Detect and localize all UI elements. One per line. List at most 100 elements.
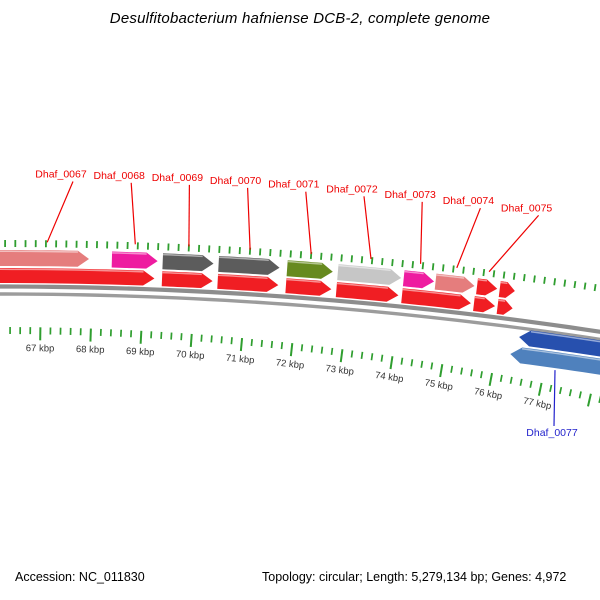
gene-leader-line bbox=[488, 215, 540, 273]
ruler-label: 71 kbp bbox=[225, 353, 254, 367]
ruler-minor-tick bbox=[380, 354, 384, 362]
outer-scale-tick bbox=[330, 253, 333, 261]
gene-arrow bbox=[111, 251, 158, 269]
gene-arrow-highlight bbox=[112, 252, 147, 255]
gene-leader-line bbox=[247, 187, 251, 250]
ruler-major-tick bbox=[439, 364, 444, 378]
red-ring-arrow bbox=[473, 296, 496, 313]
outer-scale-tick bbox=[512, 272, 516, 280]
outer-scale-tick bbox=[441, 264, 445, 272]
gene-arrow-highlight bbox=[218, 256, 269, 262]
ruler-minor-tick bbox=[559, 386, 563, 395]
ruler-minor-tick bbox=[260, 339, 264, 348]
outer-scale-tick bbox=[370, 257, 374, 265]
gene-arrow bbox=[286, 260, 333, 279]
gene-arrow-highlight bbox=[338, 264, 391, 272]
red-ring-arrow bbox=[335, 282, 399, 302]
ruler-label: 69 kbp bbox=[126, 346, 155, 359]
outer-scale-tick bbox=[573, 280, 577, 289]
ruler-minor-tick bbox=[420, 360, 424, 368]
ruler-minor-tick bbox=[220, 336, 223, 344]
outer-scale-tick bbox=[543, 276, 546, 284]
outer-scale-tick bbox=[421, 262, 425, 270]
ruler-minor-tick bbox=[330, 347, 334, 355]
ruler-minor-tick bbox=[529, 380, 533, 388]
gene-arrow-highlight bbox=[162, 253, 203, 258]
ruler-minor-tick bbox=[568, 389, 573, 397]
ruler-minor-tick bbox=[280, 341, 284, 350]
ruler-major-tick bbox=[189, 333, 193, 347]
gene-arrow-highlight bbox=[500, 281, 508, 285]
red-ring-arrow-highlight bbox=[336, 282, 389, 289]
red-ring-arrow-highlight bbox=[0, 268, 144, 273]
gene-leader-line bbox=[46, 181, 74, 243]
ruler-minor-tick bbox=[549, 384, 553, 393]
outer-scale-tick bbox=[462, 266, 465, 274]
ruler-minor-tick bbox=[410, 359, 414, 367]
ruler-minor-tick bbox=[210, 335, 213, 343]
outer-scale-tick bbox=[583, 282, 587, 290]
ruler-minor-tick bbox=[250, 338, 253, 347]
ruler-major-tick bbox=[289, 343, 294, 357]
ruler-minor-tick bbox=[270, 340, 274, 349]
outer-scale-tick bbox=[360, 256, 364, 264]
outer-scale-tick bbox=[391, 259, 394, 267]
backbone-arc-inner bbox=[0, 292, 600, 342]
ruler-minor-tick bbox=[350, 350, 354, 358]
gene-arrow bbox=[476, 278, 498, 296]
red-ring-arrow-highlight bbox=[498, 299, 506, 302]
gene-arrow bbox=[0, 250, 90, 267]
ruler-minor-tick bbox=[310, 345, 314, 353]
ruler-label: 67 kbp bbox=[26, 343, 55, 354]
gene-leader-line bbox=[305, 191, 312, 255]
red-ring-arrow-highlight bbox=[402, 288, 461, 297]
gene-arrow bbox=[162, 253, 214, 272]
gene-label: Dhaf_0074 bbox=[443, 195, 495, 207]
gene-leader-line bbox=[188, 184, 190, 247]
ruler-major-tick bbox=[339, 349, 344, 363]
outer-scale-tick bbox=[563, 279, 567, 287]
red-ring-arrow-highlight bbox=[217, 274, 268, 279]
gene-leader-line bbox=[130, 182, 136, 245]
ruler-minor-tick bbox=[460, 367, 464, 375]
ruler-minor-tick bbox=[499, 374, 503, 383]
ruler-label: 76 kbp bbox=[473, 386, 503, 402]
ruler-minor-tick bbox=[320, 346, 324, 354]
gene-arrow bbox=[519, 330, 600, 357]
gene-arrow-highlight bbox=[0, 250, 78, 253]
gene-leader-line bbox=[553, 370, 556, 427]
outer-scale-tick bbox=[522, 274, 526, 282]
gene-arrow bbox=[434, 273, 475, 293]
ruler-minor-tick bbox=[509, 376, 513, 384]
gene-label: Dhaf_0068 bbox=[94, 170, 146, 182]
red-ring-arrow-highlight bbox=[162, 271, 202, 276]
gene-arrow-highlight bbox=[522, 348, 600, 361]
gene-arrow bbox=[498, 281, 515, 298]
ruler-minor-tick bbox=[360, 351, 364, 359]
outer-scale-tick bbox=[593, 283, 597, 292]
outer-scale-tick bbox=[381, 258, 384, 266]
outer-scale-tick bbox=[431, 263, 435, 271]
ruler-major-tick bbox=[537, 382, 543, 396]
gene-leader-line bbox=[420, 201, 423, 264]
red-ring-arrow-highlight bbox=[286, 278, 321, 283]
ruler-major-tick bbox=[488, 372, 494, 387]
outer-scale-tick bbox=[472, 267, 475, 275]
gene-leader-line bbox=[363, 196, 372, 260]
gene-arrow-highlight bbox=[287, 260, 323, 265]
ruler-minor-tick bbox=[300, 344, 304, 352]
gene-arrow-highlight bbox=[477, 278, 488, 282]
ruler-minor-tick bbox=[450, 365, 454, 373]
red-ring-arrow bbox=[0, 268, 155, 286]
outer-scale-tick bbox=[350, 255, 353, 263]
ruler-label: 68 kbp bbox=[76, 344, 105, 356]
ruler-major-tick bbox=[239, 337, 244, 352]
gene-arrow bbox=[510, 347, 600, 375]
ruler-major-tick bbox=[389, 356, 394, 370]
ruler-label: 70 kbp bbox=[176, 349, 205, 362]
gene-label: Dhaf_0067 bbox=[35, 169, 87, 181]
red-ring-arrow bbox=[161, 271, 213, 289]
gene-label: Dhaf_0071 bbox=[268, 179, 320, 191]
ruler-major-tick bbox=[587, 393, 592, 407]
